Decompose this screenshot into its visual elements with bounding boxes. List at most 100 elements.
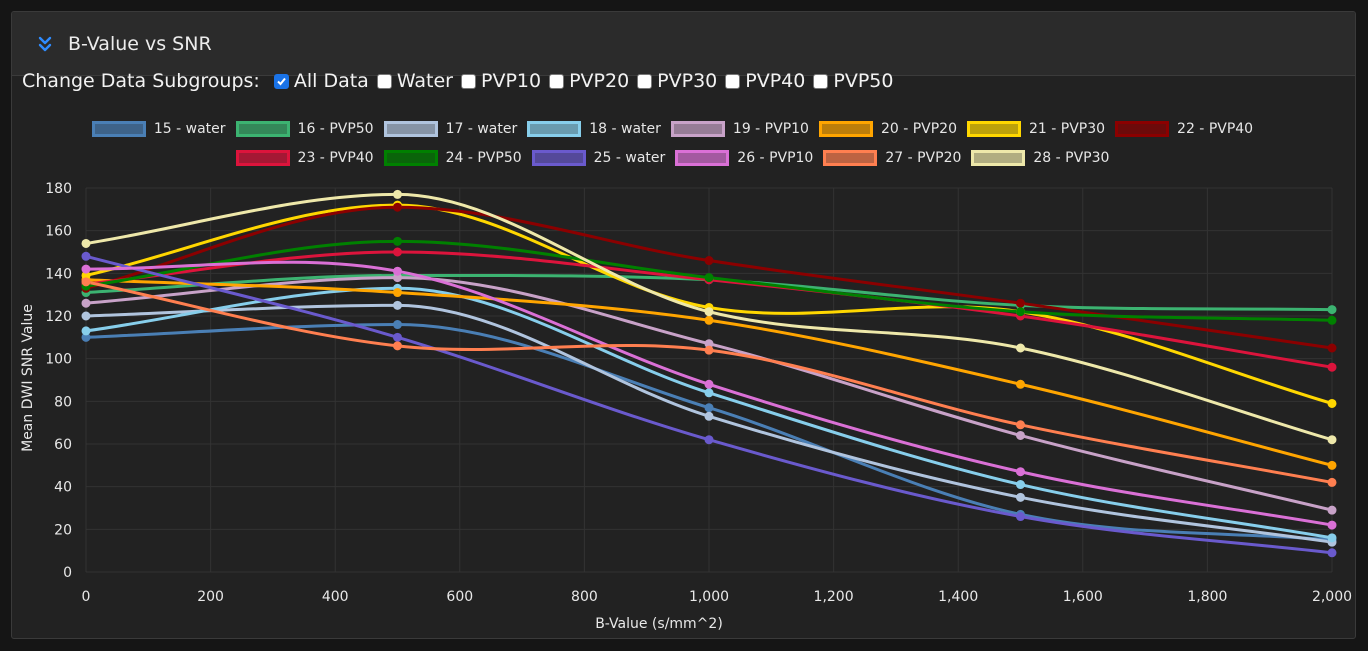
legend-label: 20 - PVP20 — [880, 120, 957, 137]
data-point — [393, 266, 402, 276]
data-point — [1016, 467, 1025, 477]
subgroup-checkbox-label: PVP30 — [657, 70, 718, 92]
data-point — [1016, 298, 1025, 308]
legend-item[interactable]: 26 - PVP10 — [675, 149, 814, 166]
subgroup-checkbox-pvp50[interactable]: PVP50 — [813, 70, 893, 92]
x-axis-title: B-Value (s/mm^2) — [595, 616, 723, 632]
data-point — [1327, 505, 1337, 515]
data-point — [704, 345, 714, 355]
data-point — [393, 189, 402, 199]
subgroup-checkbox-pvp20[interactable]: PVP20 — [549, 70, 629, 92]
checkbox-checked-icon[interactable] — [273, 73, 289, 89]
data-point — [1327, 315, 1337, 325]
legend-label: 28 - PVP30 — [1033, 149, 1110, 166]
legend-item[interactable]: 24 - PVP50 — [383, 149, 522, 166]
data-point — [1327, 362, 1337, 372]
x-tick-label: 800 — [571, 589, 598, 605]
data-point — [393, 202, 402, 212]
subgroup-checkbox-label: PVP10 — [480, 70, 542, 92]
legend-label: 23 - PVP40 — [297, 149, 374, 166]
legend-swatch — [383, 120, 438, 137]
legend-swatch — [235, 149, 290, 166]
x-tick-label: 1,800 — [1187, 589, 1227, 605]
y-tick-label: 80 — [54, 394, 72, 410]
legend-swatch — [1115, 120, 1170, 137]
legend-item[interactable]: 15 - water — [91, 120, 226, 137]
data-point — [393, 332, 402, 342]
legend-item[interactable]: 16 - PVP50 — [235, 120, 374, 137]
data-point — [1327, 477, 1337, 487]
chevrons-down-icon[interactable] — [36, 35, 54, 53]
subgroup-checkbox-pvp40[interactable]: PVP40 — [725, 70, 805, 92]
y-tick-label: 160 — [45, 224, 72, 240]
checkbox-unchecked-icon[interactable] — [637, 73, 653, 89]
x-tick-label: 1,600 — [1063, 589, 1103, 605]
subgroup-checkbox-pvp10[interactable]: PVP10 — [460, 70, 542, 92]
legend-label: 21 - PVP30 — [1029, 120, 1106, 137]
data-point — [81, 277, 91, 287]
legend-item[interactable]: 18 - water — [527, 120, 661, 137]
legend-swatch — [818, 120, 873, 137]
legend-item[interactable]: 17 - water — [383, 120, 518, 137]
legend-row: 23 - PVP40 24 - PVP50 25 - water 26 - PVP10… — [0, 143, 1345, 172]
x-tick-label: 1,200 — [814, 589, 854, 605]
data-point — [1327, 533, 1337, 543]
checkbox-unchecked-icon[interactable] — [725, 73, 741, 89]
data-point — [81, 238, 91, 248]
data-point — [704, 411, 714, 421]
data-point — [1016, 420, 1025, 430]
data-point — [1016, 343, 1025, 353]
subgroup-checkbox-label: All Data — [293, 70, 369, 92]
subgroup-checkbox-label: PVP50 — [833, 70, 894, 92]
y-tick-label: 0 — [63, 565, 72, 581]
data-point — [704, 403, 714, 413]
data-point — [1016, 512, 1025, 522]
legend-swatch — [91, 120, 146, 137]
y-tick-label: 100 — [45, 352, 72, 368]
legend-item[interactable]: 21 - PVP30 — [967, 120, 1106, 137]
legend-label: 17 - water — [445, 120, 518, 137]
legend-swatch — [531, 149, 586, 166]
legend-item[interactable]: 28 - PVP30 — [971, 149, 1110, 166]
data-point — [704, 307, 714, 317]
checkbox-unchecked-icon[interactable] — [376, 73, 392, 89]
data-point — [704, 379, 714, 389]
legend-swatch — [527, 120, 582, 137]
legend-item[interactable]: 25 - water — [531, 149, 666, 166]
legend-label: 25 - water — [593, 149, 666, 166]
data-point — [704, 256, 714, 266]
legend-item[interactable]: 19 - PVP10 — [670, 120, 809, 137]
legend-swatch — [670, 120, 725, 137]
legend-item[interactable]: 22 - PVP40 — [1115, 120, 1254, 137]
chart-panel: B-Value vs SNR — [11, 11, 1356, 639]
legend-label: 22 - PVP40 — [1177, 120, 1254, 137]
data-point — [393, 341, 402, 351]
checkbox-unchecked-icon[interactable] — [549, 73, 565, 89]
panel-title: B-Value vs SNR — [68, 32, 212, 55]
legend-item[interactable]: 27 - PVP20 — [823, 149, 961, 166]
checkbox-unchecked-icon[interactable] — [460, 73, 476, 89]
y-tick-label: 40 — [54, 480, 72, 496]
x-tick-label: 1,400 — [938, 589, 978, 605]
legend-swatch — [383, 149, 438, 166]
legend-label: 26 - PVP10 — [737, 149, 814, 166]
subgroup-checkbox-all-data[interactable]: All Data — [273, 70, 369, 92]
data-point — [1327, 398, 1337, 408]
legend-item[interactable]: 23 - PVP40 — [235, 149, 374, 166]
legend-swatch — [823, 149, 878, 166]
subgroup-checkbox-pvp30[interactable]: PVP30 — [637, 70, 717, 92]
panel-header[interactable]: B-Value vs SNR — [12, 12, 1355, 76]
checkbox-unchecked-icon[interactable] — [813, 73, 829, 89]
data-point — [393, 236, 402, 246]
legend-item[interactable]: 20 - PVP20 — [818, 120, 957, 137]
subgroup-checkbox-water[interactable]: Water — [376, 70, 453, 92]
x-tick-label: 600 — [446, 589, 473, 605]
legend-label: 15 - water — [153, 120, 226, 137]
data-point — [1016, 430, 1025, 440]
data-point — [704, 315, 714, 325]
subgroup-checkbox-label: PVP20 — [569, 70, 630, 92]
data-point — [393, 247, 402, 257]
legend-label: 19 - PVP10 — [732, 120, 809, 137]
legend-label: 24 - PVP50 — [445, 149, 522, 166]
